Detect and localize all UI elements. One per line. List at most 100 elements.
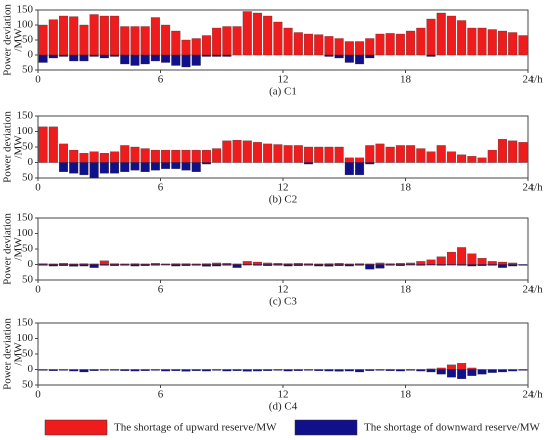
bar: [355, 369, 365, 373]
x-tick-label: 12: [278, 389, 289, 401]
bar: [171, 162, 181, 169]
bar: [395, 263, 405, 265]
bar: [242, 264, 252, 266]
bar: [518, 35, 528, 56]
bar: [467, 264, 477, 267]
bar: [365, 38, 375, 56]
bar: [89, 264, 99, 268]
bar: [426, 151, 436, 163]
bar: [293, 263, 303, 265]
bar: [283, 145, 293, 163]
y-tick-label: 50: [22, 379, 34, 391]
x-tick-label: 18: [400, 389, 412, 401]
bar: [426, 18, 436, 56]
bar: [324, 146, 334, 163]
bar: [69, 369, 79, 372]
bar: [99, 15, 109, 56]
bar: [273, 263, 283, 265]
bar: [375, 262, 385, 265]
bar: [446, 151, 456, 163]
bar: [59, 369, 69, 371]
bar: [344, 54, 354, 63]
bar: [273, 264, 283, 266]
bar: [263, 143, 273, 163]
bar: [171, 149, 181, 163]
bar: [120, 369, 130, 371]
y-tick-label: 50: [22, 34, 34, 46]
bar: [355, 41, 365, 56]
plot-frame: [37, 217, 529, 281]
caption: (b) C2: [269, 194, 297, 206]
bar: [161, 264, 171, 266]
x-tick-label: 18: [400, 182, 412, 194]
bar: [222, 264, 232, 266]
bar: [69, 16, 79, 56]
bar: [150, 17, 160, 56]
bar: [89, 54, 99, 57]
bar: [201, 369, 211, 372]
bar: [222, 263, 232, 265]
bar: [59, 263, 69, 265]
bar: [324, 369, 334, 372]
bar: [222, 54, 232, 57]
bar: [120, 54, 130, 65]
bar: [395, 369, 405, 372]
bar: [355, 162, 365, 176]
bar: [140, 264, 150, 266]
x-tick-label: 6: [158, 182, 164, 194]
x-axis-label: t/h: [531, 74, 543, 86]
bar: [446, 264, 456, 266]
bar: [314, 264, 324, 267]
bar: [252, 142, 262, 163]
bar: [69, 162, 79, 174]
bar: [212, 148, 222, 163]
bar: [130, 26, 140, 56]
bar: [201, 35, 211, 56]
bar: [416, 261, 426, 265]
bar: [38, 54, 48, 63]
bar: [497, 369, 507, 373]
x-tick-label: 24: [523, 74, 535, 86]
bar: [446, 251, 456, 265]
bar: [150, 264, 160, 266]
bar: [355, 54, 365, 65]
bar: [161, 54, 171, 63]
y-axis-label: Power deviation: [2, 213, 14, 285]
bar: [191, 38, 201, 56]
x-tick-label: 24: [523, 182, 535, 194]
bar: [487, 264, 497, 266]
bar: [497, 139, 507, 163]
bar: [518, 264, 528, 266]
bar: [375, 369, 385, 371]
bar: [497, 261, 507, 265]
bar: [140, 148, 150, 163]
bar: [161, 369, 171, 372]
bar: [79, 162, 89, 176]
bar: [283, 264, 293, 267]
bar: [89, 162, 99, 179]
bar: [120, 145, 130, 163]
bar: [324, 36, 334, 56]
bar: [171, 369, 181, 371]
bar: [395, 264, 405, 266]
bar: [365, 369, 375, 371]
bar: [89, 369, 99, 371]
bar: [181, 162, 191, 171]
bar: [59, 54, 69, 57]
bar: [304, 264, 314, 266]
bar: [436, 367, 446, 370]
bar: [130, 54, 140, 66]
bar: [426, 54, 436, 57]
bar: [99, 264, 109, 266]
y-axis-label: /MW: [13, 342, 25, 366]
bar: [436, 145, 446, 163]
bar: [212, 264, 222, 267]
bar: [304, 146, 314, 163]
x-tick-label: 24: [523, 284, 535, 296]
bar: [385, 33, 395, 56]
bar: [140, 162, 150, 172]
bar: [150, 149, 160, 163]
bar: [242, 140, 252, 163]
bar: [150, 162, 160, 171]
bar: [59, 264, 69, 266]
